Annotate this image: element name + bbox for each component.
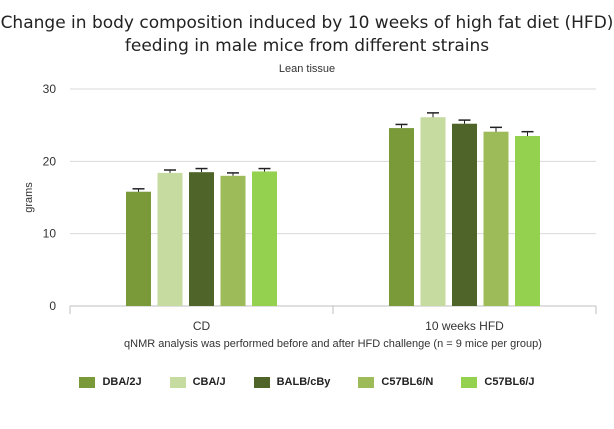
- y-tick-label: 10: [43, 227, 57, 241]
- legend-swatch: [169, 376, 186, 388]
- legend-swatch: [79, 376, 96, 388]
- bar: [483, 131, 509, 306]
- legend-label: BALB/cBy: [276, 376, 331, 388]
- bar: [189, 172, 214, 306]
- y-axis-label: grams: [23, 182, 35, 213]
- legend-item: CBA/J: [169, 376, 226, 388]
- x-category-label: CD: [193, 319, 211, 333]
- legend-swatch: [253, 376, 270, 388]
- x-axis-label: qNMR analysis was performed before and a…: [124, 338, 542, 350]
- chart-title-line-1: Change in body composition induced by 10…: [0, 13, 614, 33]
- legend-swatch: [461, 376, 478, 388]
- bar: [420, 117, 446, 307]
- bar-chart: 0 10 20 30 grams CD 10 weeks HFD qNMR analysis …: [23, 82, 597, 350]
- legend-label: C57BL6/J: [484, 376, 535, 388]
- bar: [157, 172, 183, 306]
- legend-item: C57BL6/N: [358, 376, 433, 388]
- y-tick-label: 30: [43, 82, 57, 96]
- y-tick-label: 20: [43, 154, 57, 168]
- chart-legend: DBA/2J CBA/J BALB/cBy C57BL6/N C57BL6/J: [0, 376, 614, 388]
- bar: [220, 175, 246, 306]
- legend-item: BALB/cBy: [253, 376, 331, 388]
- chart-subtitle: Lean tissue: [278, 63, 336, 75]
- chart-title: Change in body composition induced by 10…: [0, 12, 614, 58]
- chart-title-line-2: feeding in male mice from different stra…: [124, 36, 490, 56]
- legend-item: C57BL6/J: [461, 376, 535, 388]
- legend-item: DBA/2J: [79, 376, 142, 388]
- legend-swatch: [358, 376, 375, 388]
- x-category-label: 10 weeks HFD: [425, 319, 504, 333]
- bar: [452, 123, 477, 306]
- legend-label: DBA/2J: [102, 376, 142, 388]
- bar: [515, 136, 540, 306]
- y-tick-label: 0: [49, 299, 56, 313]
- bar: [126, 191, 151, 306]
- bar: [389, 128, 414, 306]
- bar: [252, 171, 277, 306]
- legend-label: CBA/J: [192, 376, 226, 388]
- legend-label: C57BL6/N: [381, 376, 434, 388]
